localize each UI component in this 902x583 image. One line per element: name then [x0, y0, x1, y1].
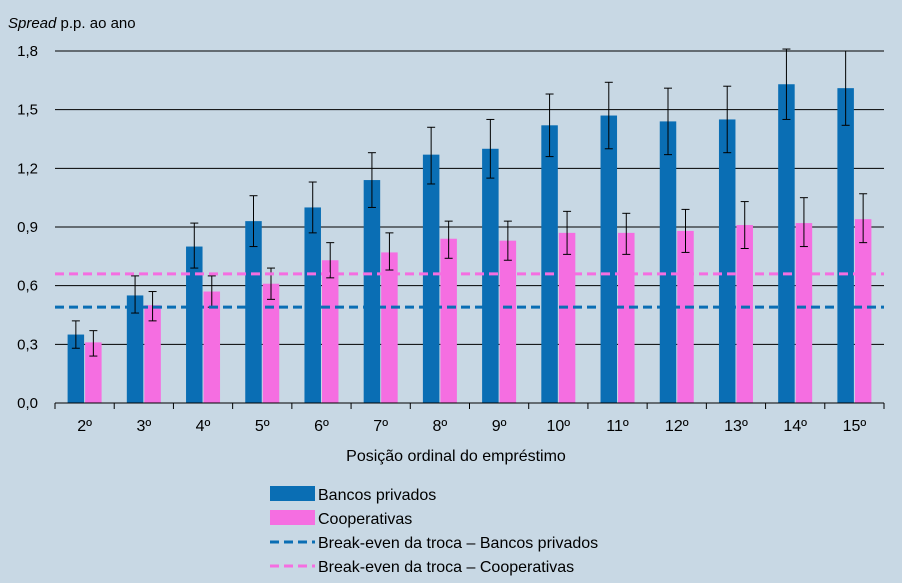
- y-tick-label: 0,9: [17, 219, 38, 236]
- legend-label: Bancos privados: [318, 487, 436, 504]
- y-tick-label: 1,5: [17, 102, 38, 119]
- x-axis-label: Posição ordinal do empréstimo: [346, 448, 566, 465]
- y-tick-label: 1,8: [17, 43, 38, 60]
- x-tick-label: 2º: [77, 418, 92, 435]
- legend-label: Break-even da troca – Bancos privados: [318, 535, 598, 552]
- bars: [67, 84, 872, 404]
- bar-cooperativas: [795, 223, 813, 403]
- y-tick-label: 0,6: [17, 278, 38, 295]
- bar-cooperativas: [499, 240, 517, 403]
- x-tick-label: 10º: [547, 418, 571, 435]
- x-tick-label: 7º: [373, 418, 388, 435]
- bar-bancos-privados: [186, 246, 203, 403]
- axes: [54, 402, 885, 409]
- x-tick-label: 4º: [196, 418, 211, 435]
- bar-bancos-privados: [422, 154, 440, 403]
- legend-swatch: [270, 486, 315, 501]
- x-tick-label: 15º: [843, 418, 867, 435]
- bar-bancos-privados: [67, 334, 85, 403]
- bar-bancos-privados: [718, 119, 736, 403]
- bar-bancos-privados: [304, 207, 321, 403]
- bar-cooperativas: [85, 342, 102, 403]
- gridlines: [55, 50, 884, 345]
- break-even-lines: [55, 272, 884, 309]
- bar-cooperativas: [203, 291, 221, 403]
- bar-cooperativas: [321, 260, 339, 403]
- x-tick-label: 14º: [783, 418, 807, 435]
- bar-bancos-privados: [245, 221, 262, 403]
- x-tick-label: 6º: [314, 418, 329, 435]
- bar-cooperativas: [144, 305, 161, 403]
- bar-bancos-privados: [363, 180, 381, 403]
- legend-swatch: [270, 510, 315, 525]
- bar-bancos-privados: [541, 125, 558, 404]
- legend-label: Break-even da troca – Cooperativas: [318, 559, 574, 576]
- y-axis-label: Spread p.p. ao ano: [8, 15, 136, 32]
- legend-label: Cooperativas: [318, 511, 412, 528]
- y-tick-label: 0,0: [17, 395, 38, 412]
- y-tick-label: 0,3: [17, 336, 38, 353]
- tick-labels: 0,0 0,3 0,6 0,9 1,2 1,5 1,8 2º 3º 4º 5º 6º 7º 8º 9º 10º…: [17, 43, 866, 435]
- bar-bancos-privados: [126, 295, 144, 403]
- bar-bancos-privados: [778, 84, 795, 403]
- x-tick-label: 9º: [492, 418, 507, 435]
- x-tick-label: 5º: [255, 418, 270, 435]
- x-tick-label: 8º: [433, 418, 448, 435]
- x-tick-label: 12º: [665, 418, 689, 435]
- bar-cooperativas: [854, 219, 872, 403]
- bar-cooperativas: [262, 283, 280, 403]
- bar-cooperativas: [677, 230, 694, 403]
- x-tick-label: 11º: [606, 418, 629, 435]
- x-tick-label: 13º: [724, 418, 748, 435]
- bar-bancos-privados: [837, 88, 854, 404]
- bar-cooperativas: [736, 225, 753, 403]
- bar-cooperativas: [440, 238, 457, 403]
- bar-bancos-privados: [659, 121, 677, 404]
- bar-bancos-privados: [600, 115, 618, 404]
- y-tick-label: 1,2: [17, 160, 38, 177]
- x-tick-label: 3º: [136, 418, 151, 435]
- bar-cooperativas: [558, 232, 576, 403]
- legend: Bancos privados Cooperativas Break-even da…: [270, 486, 598, 576]
- bar-bancos-privados: [482, 148, 499, 403]
- bar-cooperativas: [381, 252, 398, 403]
- bar-cooperativas: [618, 232, 635, 403]
